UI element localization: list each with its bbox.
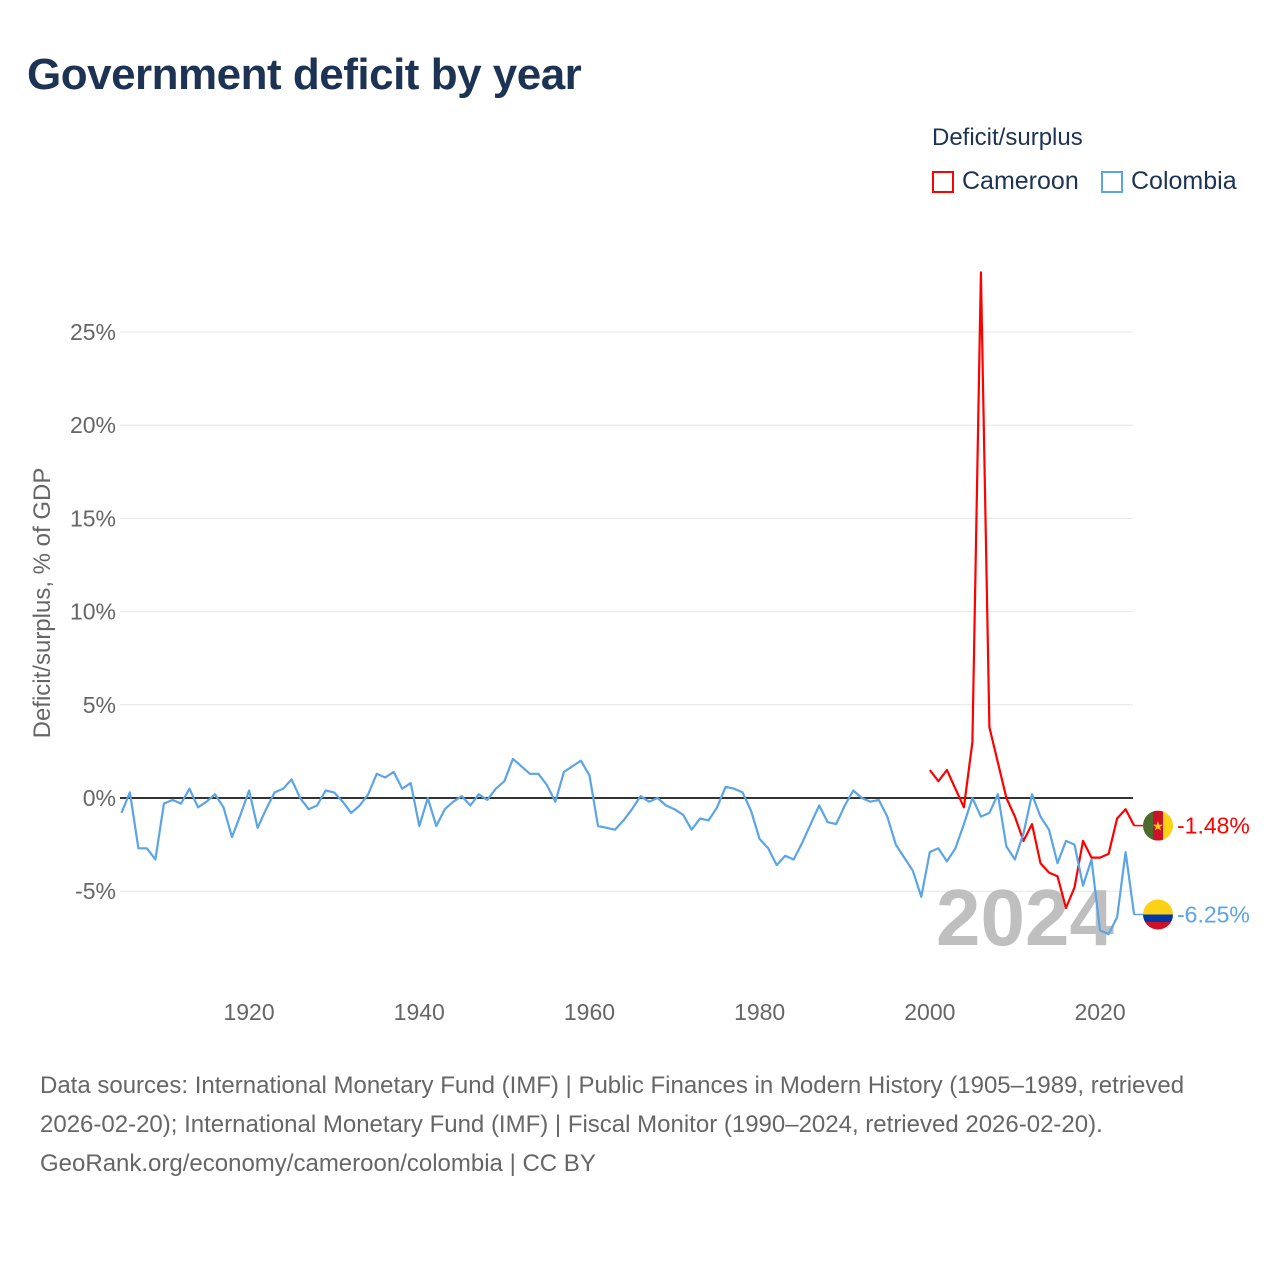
x-tick-label: 2020 bbox=[1074, 999, 1125, 1025]
legend-swatch-colombia bbox=[1101, 170, 1123, 193]
legend-swatch-cameroon bbox=[932, 170, 954, 193]
chart-title: Government deficit by year bbox=[27, 50, 582, 99]
y-tick-label: 20% bbox=[70, 412, 116, 438]
legend-label: Colombia bbox=[1131, 167, 1237, 195]
y-tick-label: 0% bbox=[83, 785, 116, 811]
y-axis-label: Deficit/surplus, % of GDP bbox=[29, 468, 56, 739]
x-tick-label: 1940 bbox=[394, 999, 445, 1025]
x-tick-label: 1980 bbox=[734, 999, 785, 1025]
colombia-flag-icon bbox=[1143, 899, 1173, 930]
y-tick-label: 10% bbox=[70, 599, 116, 625]
y-tick-label: 25% bbox=[70, 319, 116, 345]
chart-plot: -5% 0% 5% 10% 15% 20% 25% 1920 1940 1960 1980 2000 2… bbox=[29, 271, 1250, 1025]
y-tick-label: 5% bbox=[83, 692, 116, 718]
data-sources: Data sources: International Monetary Fun… bbox=[40, 1072, 1185, 1138]
series-line-colombia bbox=[120, 757, 1136, 936]
credit-link[interactable]: GeoRank.org/economy/cameroon/colombia | … bbox=[40, 1150, 596, 1177]
legend-item-cameroon[interactable]: Cameroon bbox=[932, 167, 1079, 196]
y-tick-label: 15% bbox=[70, 505, 116, 531]
svg-text:★: ★ bbox=[1152, 819, 1164, 834]
x-tick-label: 1960 bbox=[564, 999, 615, 1025]
cameroon-flag-icon: ★ bbox=[1143, 810, 1173, 841]
legend-item-colombia[interactable]: Colombia bbox=[1101, 167, 1237, 196]
legend-title: Deficit/surplus bbox=[932, 124, 1083, 151]
series-line-cameroon bbox=[928, 271, 1136, 910]
footer: Data sources: International Monetary Fun… bbox=[40, 1066, 1240, 1183]
x-tick-label: 1920 bbox=[223, 999, 274, 1025]
legend-label: Cameroon bbox=[962, 167, 1079, 195]
y-tick-label: -5% bbox=[75, 878, 116, 904]
end-value-label: -6.25% bbox=[1177, 902, 1250, 928]
end-value-label: -1.48% bbox=[1177, 813, 1250, 839]
x-tick-label: 2000 bbox=[904, 999, 955, 1025]
year-watermark: 2024 bbox=[936, 873, 1114, 962]
